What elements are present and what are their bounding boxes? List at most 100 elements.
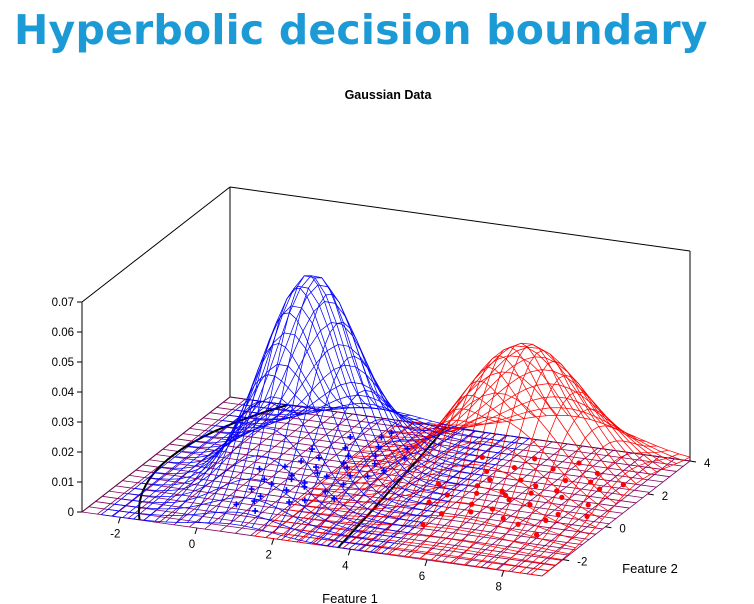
floor-grid-line [122,480,583,546]
red-sample-point [533,531,540,538]
blue-sample-point [375,443,382,450]
blue-sample-point [233,501,240,508]
surface-mesh-line [294,419,444,540]
y-tick-label: -2 [577,557,587,569]
surface-mesh-line [283,389,433,537]
blue-sample-point [342,444,349,451]
floor-grid [81,396,691,577]
red-sample-point [474,490,480,496]
red-sample-point [500,515,506,521]
red-sample-point [426,499,432,505]
red-sample-point [554,488,560,494]
surface-mesh-line [305,426,454,542]
surface-mesh-line [219,288,368,524]
blue-sample-point [314,470,321,477]
slide-title: Hyperbolic decision boundary [14,6,708,54]
z-tick-label: 0.07 [52,297,74,309]
surface-mesh-line [464,374,613,565]
surface-mesh-line [337,432,487,548]
surface-mesh-line [364,395,514,552]
z-tick-label: 0.03 [52,417,74,429]
surface-mesh-line [353,408,503,550]
blue-sample-point [248,486,255,493]
blue-sample-point [345,453,352,460]
red-sample-point [597,486,603,492]
axis-ticks: 0 0.01 0.02 0.03 0.04 0.05 0.06 0.07 -2 0 2 4 6 8 -2 0 2… [52,297,711,594]
surface-mesh-line [486,408,635,569]
boundary-line [337,426,447,549]
surface-mesh-line [369,436,519,553]
blue-sample-point [301,497,308,504]
surface-mesh-line [326,430,476,546]
x-tick-label: 8 [495,582,501,594]
red-sample-point [469,501,475,507]
surface-mesh-line [475,391,624,567]
surface-mesh-line [386,366,536,555]
red-sample-point [503,492,509,498]
x-tick-mark [194,527,198,535]
axis-box-edge [229,186,691,252]
surface-mesh-line [240,277,390,526]
red-sample-point [438,510,445,517]
blue-sample-point [378,434,385,441]
blue-sample-point [347,433,354,440]
blue-sample-point [340,481,347,488]
x-tick-label: -2 [110,528,120,540]
floor-grid-line [149,459,610,525]
red-sample-point [515,521,521,527]
blue-sample-point [347,472,354,479]
red-sample-point [620,482,626,488]
x-tick-label: 2 [265,550,271,562]
surface-mesh-line [316,428,465,544]
blue-sample-point [331,495,338,502]
surface-mesh-line [265,421,414,538]
blue-sample-point [401,455,408,462]
red-sample-point [499,488,505,494]
blue-sample-point [261,476,268,483]
blue-sample-point [313,464,320,471]
chart-title: Gaussian Data [345,88,433,102]
red-sample-point [436,481,442,487]
surface-mesh-line [197,342,347,523]
red-sample-point [532,456,538,462]
x-tick-label: 6 [419,571,425,583]
blue-sample-point [404,445,411,452]
red-sample-point [474,483,481,489]
surface-mesh-line [453,360,602,564]
surface-mesh-line [176,401,325,523]
red-sample-point [550,466,556,472]
x-tick-label: 4 [342,560,349,572]
floor-grid-line [155,454,617,519]
floor-grid-line [142,464,603,530]
red-sample-point [511,464,517,471]
y-tick-mark [647,493,654,496]
y-tick-label: 4 [704,458,711,470]
z-tick-label: 0.02 [52,447,74,459]
x-tick-label: 0 [189,539,195,551]
surface-mesh-line [143,404,293,521]
surface-mesh-line [187,374,336,523]
surface-mesh-line [541,456,691,577]
blue-sample-point [256,465,263,472]
x-tick-mark [271,538,275,545]
floor-grid-line [108,490,569,556]
blue-sample-point [268,481,275,488]
red-sample-point [562,477,569,484]
red-sample-point [584,513,590,520]
red-sample-point [533,483,539,489]
surface-mesh-line [111,400,261,517]
surface-mesh-line [431,343,580,561]
floor-grid-line [129,475,590,540]
x-axis-label: Feature 1 [322,591,378,604]
y-tick-label: 2 [662,491,668,503]
blue-sample-point [380,467,387,474]
surface-mesh-line [100,399,250,515]
surface-mesh-line [409,346,558,558]
red-sample-point [528,490,534,496]
surface-mesh-line [229,275,379,525]
y-tick-mark [605,526,612,529]
red-sample-point [444,492,450,498]
z-tick-label: 0 [68,507,74,519]
red-sample-point [594,470,600,476]
surface-mesh-line [254,420,403,537]
